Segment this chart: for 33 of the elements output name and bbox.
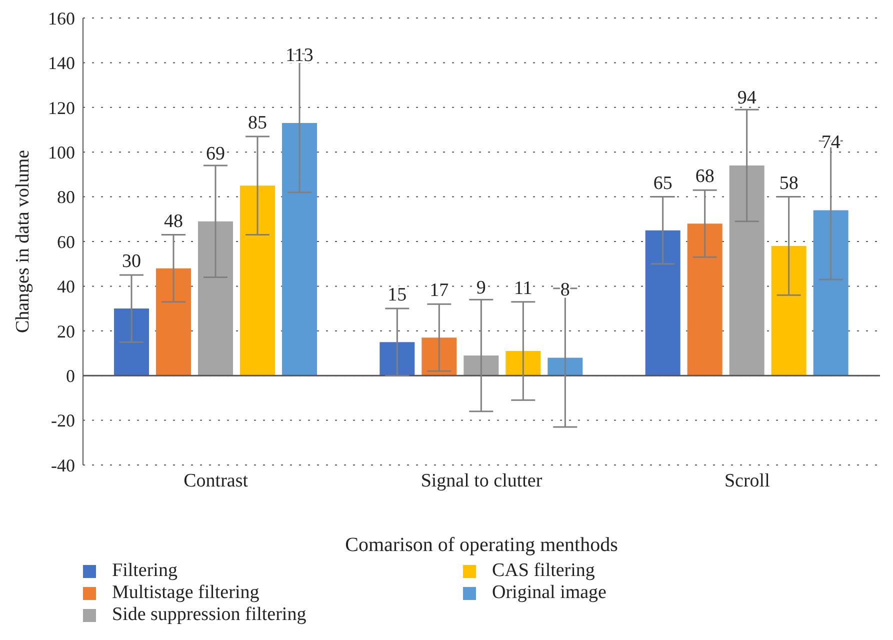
y-tick-label: -40 xyxy=(51,455,75,476)
y-tick-label: 20 xyxy=(57,321,75,342)
data-label: 15 xyxy=(388,284,407,306)
y-tick-label: 120 xyxy=(48,98,75,118)
y-tick-label: 40 xyxy=(57,276,75,297)
data-label: 58 xyxy=(779,172,798,194)
data-label: 65 xyxy=(653,172,672,194)
legend-label: Multistage filtering xyxy=(112,582,260,604)
data-label: 85 xyxy=(248,112,267,134)
data-label: 17 xyxy=(430,280,449,302)
data-label: 68 xyxy=(695,166,714,188)
x-tick-label: Scroll xyxy=(724,470,770,492)
y-axis-title: Changes in data volume xyxy=(12,150,34,334)
legend-label: CAS filtering xyxy=(492,560,595,582)
data-label: 11 xyxy=(514,278,532,299)
y-tick-label: 100 xyxy=(48,142,75,162)
legend-label: Filtering xyxy=(112,560,178,582)
data-label: 30 xyxy=(122,251,141,272)
x-axis-title: Comarison of operating menthods xyxy=(345,534,618,556)
y-tick-label: 80 xyxy=(57,187,75,208)
data-label: 48 xyxy=(164,210,183,232)
x-tick-label: Signal to clutter xyxy=(420,470,543,492)
legend-label: Side suppression filtering xyxy=(112,604,306,626)
x-tick-label: Contrast xyxy=(184,470,249,492)
y-tick-label: -20 xyxy=(51,410,75,431)
data-label: 94 xyxy=(737,88,757,109)
y-tick-label: 60 xyxy=(57,232,75,252)
y-tick-label: 140 xyxy=(48,53,75,74)
data-label: 69 xyxy=(206,143,225,164)
data-label: 9 xyxy=(476,277,486,298)
y-tick-label: 160 xyxy=(48,8,75,28)
legend-label: Original image xyxy=(492,582,606,604)
y-tick-label: 0 xyxy=(66,366,75,386)
